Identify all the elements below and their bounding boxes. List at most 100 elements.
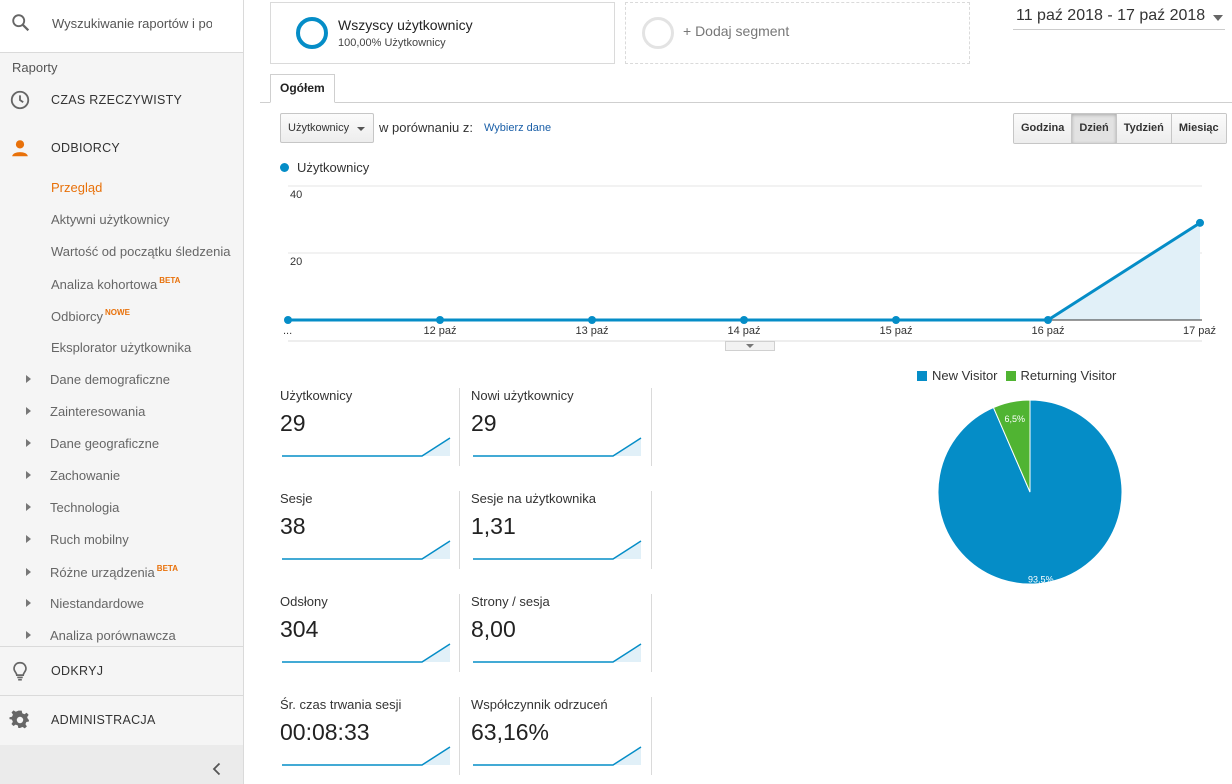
search-input[interactable]	[52, 12, 212, 34]
sparkline-line	[282, 540, 451, 560]
date-range-picker[interactable]: 11 paź 2018 - 17 paź 2018	[1013, 4, 1225, 30]
metric-tile[interactable]: Odsłony 304	[280, 594, 470, 676]
tab-overview[interactable]: Ogółem	[270, 74, 335, 103]
metric-sparkline	[282, 746, 451, 766]
sidebar-item-badge: BETA	[159, 276, 181, 285]
pie-legend-item[interactable]: Returning Visitor	[1005, 368, 1116, 383]
data-point	[436, 316, 444, 324]
sidebar-tree-item[interactable]: Różne urządzenia BETA	[26, 564, 178, 580]
sidebar-tree-item-label: Ruch mobilny	[50, 532, 129, 547]
x-tick-label: 12 paź	[423, 325, 456, 337]
segment-all-users[interactable]: Wszyscy użytkownicy 100,00% Użytkownicy	[270, 2, 615, 64]
metric-tile[interactable]: Użytkownicy 29	[280, 388, 470, 470]
metric-value: 304	[280, 616, 319, 642]
sidebar-tree-item-label: Różne urządzenia	[50, 565, 155, 580]
sidebar-item[interactable]: Odbiorcy NOWE	[51, 308, 130, 324]
pie-chart: 93,5% 6,5%	[937, 399, 1123, 585]
segment-ring-icon	[296, 17, 328, 49]
gear-icon	[9, 710, 29, 729]
metric-label: Współczynnik odrzuceń	[471, 697, 608, 712]
sidebar-tree-item[interactable]: Dane geograficzne	[26, 436, 159, 451]
compare-metric-link[interactable]: Wybierz dane	[484, 122, 552, 134]
sidebar-item-badge: NOWE	[105, 308, 130, 317]
sidebar-item[interactable]: Eksplorator użytkownika	[51, 340, 191, 355]
clock-icon	[10, 90, 30, 110]
legend-swatch	[917, 371, 927, 381]
sidebar-item-label: Aktywni użytkownicy	[51, 212, 170, 227]
sidebar-item[interactable]: Przegląd	[51, 180, 102, 195]
segment-subtitle: 100,00% Użytkownicy	[338, 37, 446, 49]
sidebar-tree-item-label: Dane demograficzne	[50, 372, 170, 387]
sparkline-line	[282, 746, 451, 766]
granularity-button[interactable]: Dzień	[1072, 114, 1117, 143]
caret-right-icon	[26, 535, 31, 543]
granularity-button[interactable]: Miesiąc	[1171, 114, 1226, 143]
metric-label: Sesje na użytkownika	[471, 491, 597, 506]
sparkline-area	[473, 438, 641, 456]
sidebar-tree-item[interactable]: Analiza porównawcza	[26, 628, 176, 643]
granularity-button[interactable]: Godzina	[1014, 114, 1073, 143]
sparkline-area	[282, 438, 450, 456]
nav-admin[interactable]: ADMINISTRACJA	[0, 700, 243, 740]
nav-realtime[interactable]: CZAS RZECZYWISTY	[0, 80, 243, 120]
metric-label: Śr. czas trwania sesji	[280, 697, 402, 712]
nav-discover-label: ODKRYJ	[51, 664, 104, 678]
sidebar-tree-item[interactable]: Niestandardowe	[26, 596, 144, 611]
metric-sparkline	[282, 540, 451, 560]
metric-tile[interactable]: Nowi użytkownicy 29	[471, 388, 661, 470]
caret-right-icon	[26, 631, 31, 639]
sidebar-item[interactable]: Analiza kohortowa BETA	[51, 276, 180, 292]
x-tick-label: 14 paź	[727, 325, 760, 337]
series-area	[288, 222, 1200, 320]
sidebar-divider	[0, 646, 243, 647]
metric-tile[interactable]: Współczynnik odrzuceń 63,16%	[471, 697, 661, 779]
nav-discover[interactable]: ODKRYJ	[0, 651, 243, 691]
sidebar-tree-item-label: Niestandardowe	[50, 596, 144, 611]
metric-value: 00:08:33	[280, 719, 370, 745]
metric-tile[interactable]: Sesje 38	[280, 491, 470, 573]
metric-sparkline	[282, 437, 451, 457]
granularity-button[interactable]: Tydzień	[1116, 114, 1172, 143]
caret-down-icon	[357, 127, 365, 131]
tile-separator	[459, 388, 460, 466]
legend-swatch	[280, 163, 289, 172]
pie-slice	[992, 399, 1031, 493]
sidebar-tree-item[interactable]: Ruch mobilny	[26, 532, 129, 547]
sparkline-line	[473, 540, 642, 560]
chevron-left-icon[interactable]	[208, 760, 226, 778]
nav-audience[interactable]: ODBIORCY	[0, 128, 243, 168]
sidebar-item-badge: BETA	[156, 564, 178, 573]
sidebar-tree-item[interactable]: Dane demograficzne	[26, 372, 170, 387]
sidebar-tree-item[interactable]: Zainteresowania	[26, 404, 145, 419]
metric-tile[interactable]: Śr. czas trwania sesji 00:08:33	[280, 697, 470, 779]
data-point	[1196, 218, 1204, 227]
pie-legend-item[interactable]: New Visitor	[917, 368, 998, 383]
metric-sparkline	[282, 643, 451, 663]
metric-select[interactable]: Użytkownicy	[280, 113, 374, 143]
sidebar-item-label: Odbiorcy	[51, 309, 104, 324]
compare-label: w porównaniu z:	[379, 120, 473, 135]
sidebar-tree-item[interactable]: Zachowanie	[26, 468, 120, 483]
tile-separator	[651, 388, 652, 466]
add-segment-label: + Dodaj segment	[683, 23, 790, 39]
metric-value: 1,31	[471, 513, 516, 539]
sidebar-item[interactable]: Wartość od początku śledzenia	[51, 244, 230, 259]
add-segment-button[interactable]: + Dodaj segment	[625, 2, 970, 64]
metric-tile[interactable]: Sesje na użytkownika 1,31	[471, 491, 661, 573]
tile-separator	[651, 594, 652, 672]
chart-expand-handle[interactable]	[725, 341, 775, 351]
line-chart: 20 40... 12 paź 13 paź 14 paź 15 paź 16 paź 17 …	[283, 185, 1216, 342]
metric-value: 29	[280, 410, 306, 436]
metric-label: Nowi użytkownicy	[471, 388, 574, 403]
sidebar-item[interactable]: Aktywni użytkownicy	[51, 212, 169, 227]
sidebar: Raporty CZAS RZECZYWISTY ODBIORCY Przegl…	[0, 0, 244, 784]
sidebar-divider	[0, 695, 243, 696]
sidebar-tree-item[interactable]: Technologia	[26, 500, 119, 515]
metric-label: Sesje	[280, 491, 313, 506]
sidebar-tree-item-label: Zainteresowania	[50, 404, 146, 419]
sparkline-area	[473, 541, 641, 559]
sparkline-line	[473, 643, 642, 663]
metric-tile[interactable]: Strony / sesja 8,00	[471, 594, 661, 676]
data-point	[892, 316, 900, 324]
search-icon[interactable]	[10, 12, 32, 34]
